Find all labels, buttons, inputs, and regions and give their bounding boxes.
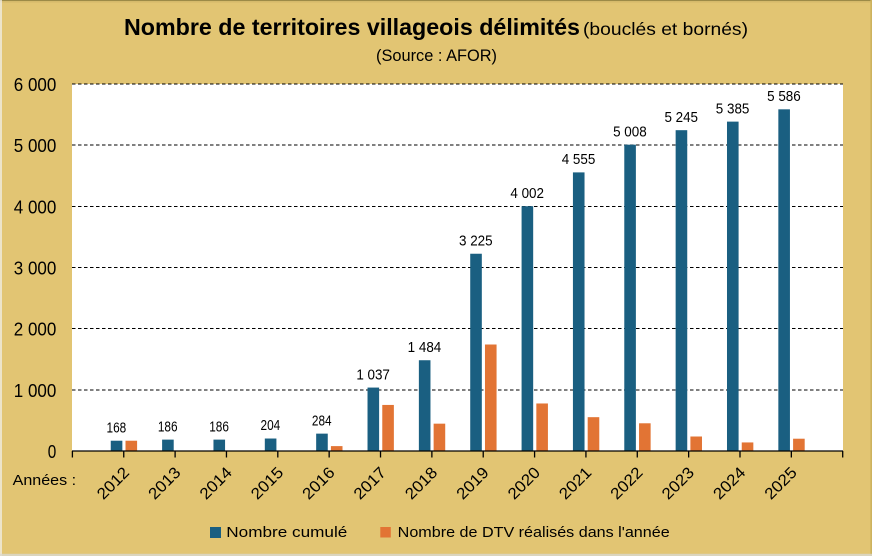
svg-text:5 245: 5 245 — [664, 110, 698, 126]
svg-text:4 002: 4 002 — [510, 186, 544, 202]
svg-text:1 000: 1 000 — [14, 381, 57, 401]
svg-text:5 385: 5 385 — [716, 101, 750, 117]
svg-text:(bouclés et bornés): (bouclés et bornés) — [583, 19, 748, 39]
svg-text:Nombre de territoires villageo: Nombre de territoires villageois délimit… — [124, 14, 580, 40]
svg-text:(Source : AFOR): (Source : AFOR) — [376, 47, 497, 65]
svg-text:186: 186 — [158, 419, 178, 435]
svg-text:3 225: 3 225 — [459, 233, 493, 249]
svg-text:5 008: 5 008 — [613, 124, 647, 140]
svg-text:Années :: Années : — [13, 473, 77, 489]
svg-text:5 586: 5 586 — [767, 89, 801, 105]
svg-text:3 000: 3 000 — [14, 259, 57, 279]
svg-text:1 484: 1 484 — [408, 340, 442, 356]
svg-text:2 000: 2 000 — [14, 320, 57, 340]
svg-text:0: 0 — [48, 442, 57, 462]
svg-text:1 037: 1 037 — [356, 367, 390, 383]
svg-text:5 000: 5 000 — [14, 136, 57, 156]
svg-text:168: 168 — [107, 420, 127, 436]
svg-text:204: 204 — [261, 418, 281, 434]
svg-text:284: 284 — [312, 413, 332, 429]
svg-text:Nombre de DTV réalisés dans l': Nombre de DTV réalisés dans l'année — [398, 524, 670, 541]
svg-text:186: 186 — [209, 419, 229, 435]
svg-text:Nombre cumulé: Nombre cumulé — [226, 524, 347, 541]
svg-text:4 000: 4 000 — [14, 197, 57, 217]
svg-text:6 000: 6 000 — [14, 75, 57, 95]
svg-text:4 555: 4 555 — [562, 152, 596, 168]
